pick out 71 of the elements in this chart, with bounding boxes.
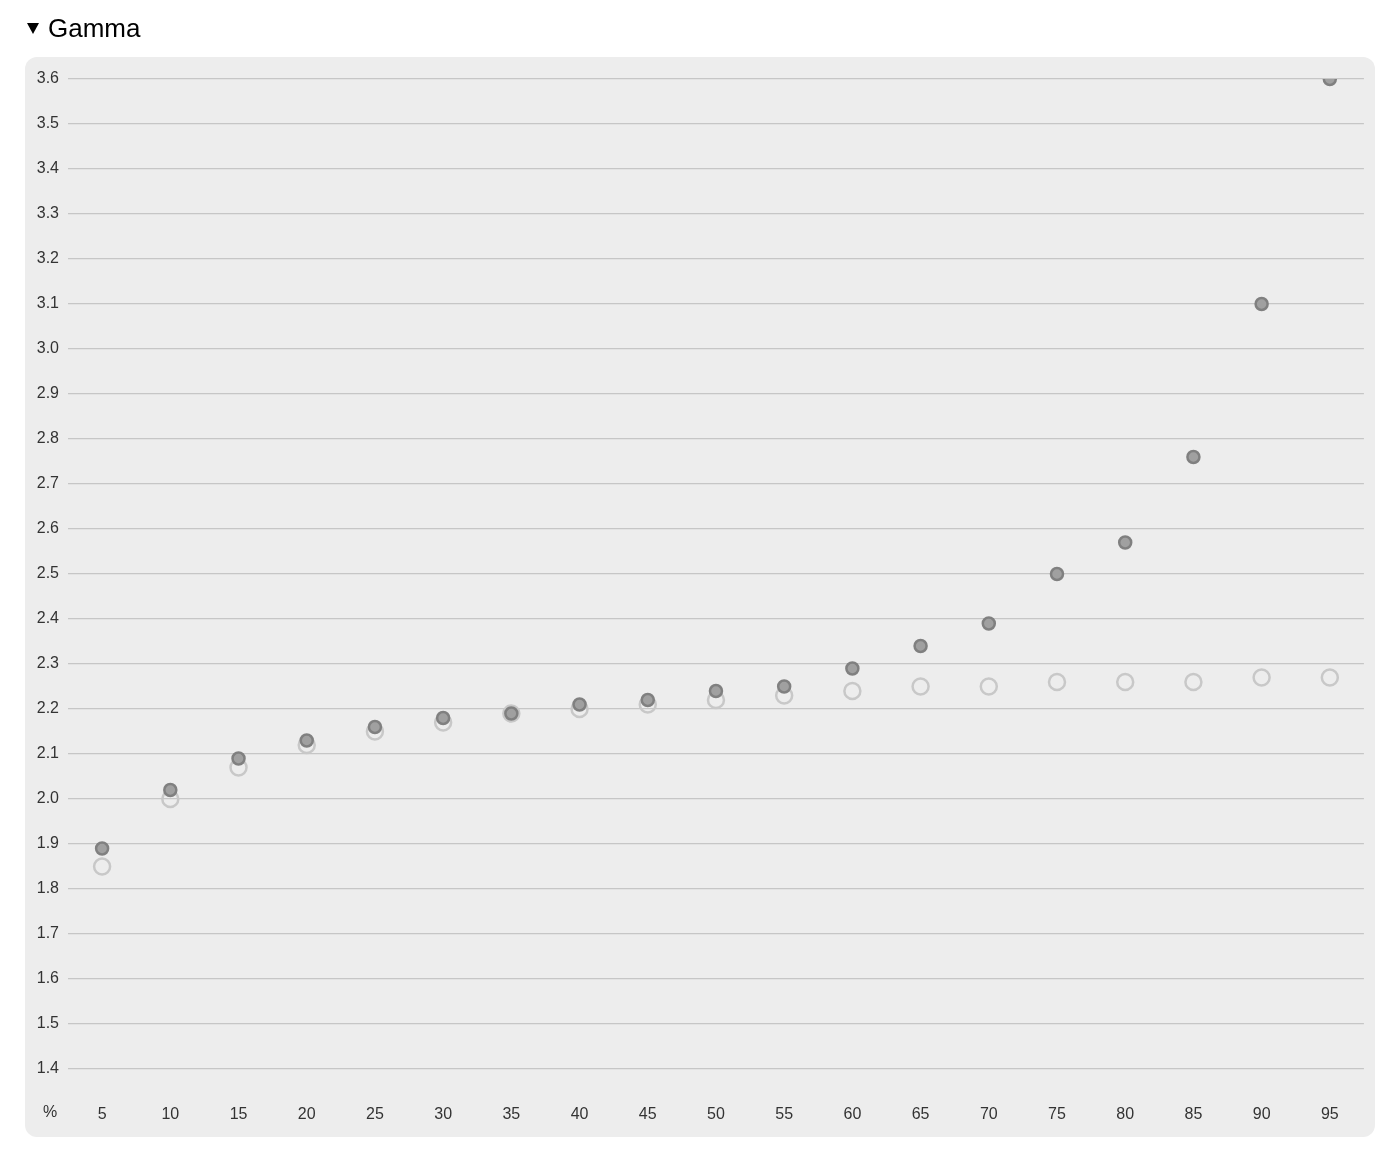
x-tick-label: 85	[1184, 1105, 1203, 1123]
y-tick-label: 1.6	[36, 969, 60, 987]
y-tick-label: 3.4	[36, 159, 60, 177]
x-tick-label: 25	[366, 1105, 384, 1123]
point	[94, 841, 110, 856]
point	[1115, 672, 1135, 692]
point	[843, 681, 862, 701]
x-tick-label: 45	[638, 1105, 657, 1123]
y-tick-label: 3.0	[36, 339, 60, 357]
point	[1186, 449, 1201, 465]
y-tick-label: 2.6	[36, 519, 60, 537]
x-tick-label: 60	[843, 1105, 862, 1123]
point	[367, 719, 383, 735]
point	[1184, 672, 1203, 692]
x-tick-label: 35	[502, 1105, 521, 1123]
x-tick-label: 5	[97, 1105, 107, 1123]
point	[911, 677, 930, 696]
y-tick-label: 2.3	[36, 654, 60, 672]
point	[299, 733, 314, 748]
point	[163, 782, 178, 798]
point	[979, 677, 999, 696]
point	[981, 616, 997, 631]
x-tick-label: 10	[161, 1105, 180, 1123]
x-tick-label: 30	[434, 1105, 453, 1123]
point	[1254, 296, 1269, 312]
y-tick-label: 1.7	[36, 924, 60, 942]
y-tick-label: 2.0	[36, 789, 60, 807]
x-tick-label: 55	[775, 1105, 794, 1123]
point	[1117, 535, 1133, 550]
x-tick-label: 50	[707, 1105, 725, 1123]
y-tick-label: 3.1	[36, 294, 60, 312]
y-tick-label: 1.5	[36, 1014, 60, 1032]
point	[845, 661, 860, 676]
point	[572, 697, 587, 712]
point	[435, 710, 451, 726]
x-tick-label: 70	[979, 1105, 998, 1123]
y-tick-label: 2.7	[36, 474, 60, 492]
y-tick-label: 1.9	[36, 834, 60, 852]
x-tick-label: 90	[1252, 1105, 1271, 1123]
y-tick-label: 2.1	[36, 744, 60, 762]
point	[1047, 672, 1067, 692]
x-tick-label: 80	[1116, 1105, 1135, 1123]
point	[708, 683, 724, 699]
point	[774, 686, 794, 705]
x-tick-label: 20	[297, 1105, 316, 1123]
y-tick-label: 1.8	[36, 879, 60, 897]
x-tick-label: 15	[229, 1105, 248, 1123]
point	[1320, 668, 1340, 687]
y-tick-label: 1.4	[36, 1059, 60, 1077]
y-tick-label: 2.5	[36, 564, 60, 582]
y-tick-label: 2.4	[36, 609, 60, 627]
point	[1252, 668, 1271, 687]
y-tick-label: 3.6	[36, 69, 60, 87]
y-tick-label: 3.5	[36, 114, 60, 132]
x-tick-label: 75	[1048, 1105, 1066, 1123]
point	[640, 692, 656, 708]
x-axis-title: %	[42, 1103, 58, 1121]
point	[776, 679, 792, 694]
chart-title: Gamma	[48, 12, 141, 44]
point	[913, 638, 928, 654]
point	[1049, 566, 1065, 582]
x-tick-label: 40	[570, 1105, 589, 1123]
x-tick-label: 95	[1320, 1105, 1339, 1123]
point	[92, 857, 112, 876]
y-tick-label: 2.8	[36, 429, 60, 447]
y-tick-label: 3.2	[36, 249, 60, 267]
x-tick-label: 65	[911, 1105, 930, 1123]
y-tick-label: 3.3	[36, 204, 60, 222]
y-tick-label: 2.9	[36, 384, 60, 402]
point	[231, 751, 246, 766]
y-tick-label: 2.2	[36, 699, 60, 717]
